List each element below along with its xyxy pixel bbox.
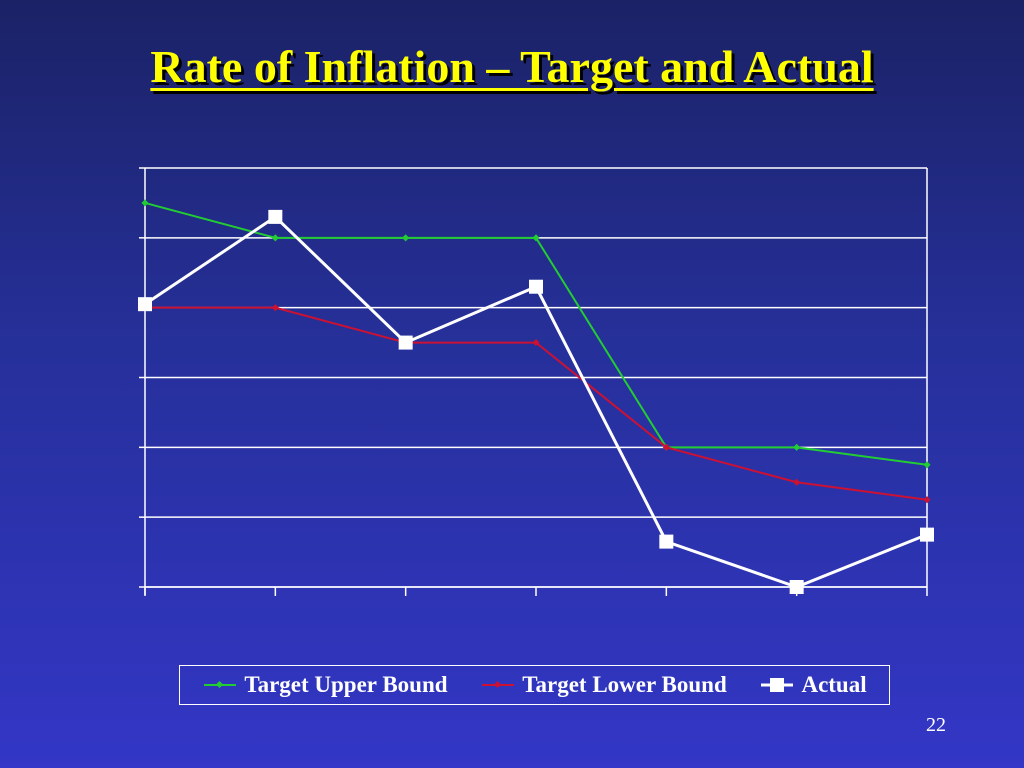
series-point-actual [789, 580, 804, 594]
series-point-actual [398, 335, 413, 350]
series-point-0 [402, 234, 410, 242]
series-point-1 [662, 443, 670, 451]
series-point-actual [268, 209, 283, 224]
series-point-0 [923, 461, 931, 469]
gridlines [145, 167, 927, 588]
series-point-1 [793, 478, 801, 486]
series-point-1 [532, 339, 540, 347]
legend-swatch-upper [204, 680, 237, 689]
series-point-0 [141, 199, 149, 207]
legend-item-actual: Actual [759, 672, 867, 698]
legend-label-upper: Target Upper Bound [244, 672, 448, 697]
series [138, 199, 934, 594]
legend-swatch-actual [761, 678, 794, 692]
series-point-actual [138, 297, 152, 312]
series-point-1 [271, 304, 279, 312]
series-point-1 [923, 496, 931, 504]
legend-label-lower: Target Lower Bound [522, 672, 727, 697]
series-line-1 [145, 306, 928, 501]
series-point-0 [271, 234, 279, 242]
series-line-2 [144, 214, 928, 589]
legend-swatch-lower [482, 680, 515, 689]
series-point-0 [793, 443, 801, 451]
series-point-actual [529, 279, 543, 294]
legend-item-lower: Target Lower Bound [480, 672, 727, 698]
page-number: 22 [926, 714, 946, 736]
series-point-actual [920, 527, 934, 542]
legend-label-actual: Actual [801, 672, 867, 697]
legend: Target Upper Bound Target Lower Bound Ac… [179, 665, 890, 705]
series-line-0 [144, 201, 928, 466]
legend-item-upper: Target Upper Bound [202, 672, 448, 698]
series-point-0 [532, 234, 540, 242]
slide-title: Rate of Inflation – Target and Actual [150, 41, 874, 92]
series-point-actual [659, 534, 674, 549]
